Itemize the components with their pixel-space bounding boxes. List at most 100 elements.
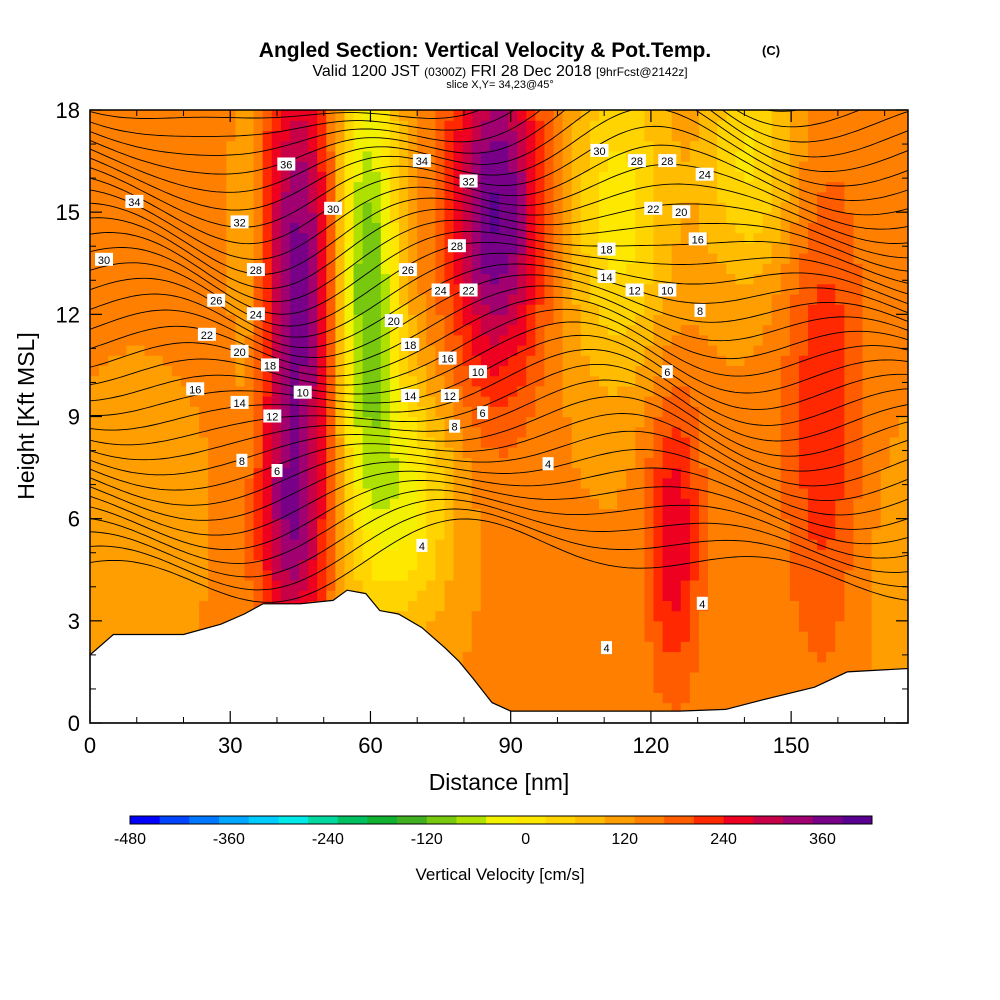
field-cell xyxy=(680,110,691,121)
field-cell xyxy=(489,222,500,234)
field-cell xyxy=(353,181,364,193)
field-cell xyxy=(780,447,791,458)
field-cell xyxy=(417,201,427,213)
field-cell xyxy=(344,406,355,418)
field-cell xyxy=(562,457,573,469)
field-cell xyxy=(344,488,355,499)
field-cell xyxy=(580,293,591,305)
field-cell xyxy=(708,314,718,326)
field-cell xyxy=(308,498,318,510)
field-cell xyxy=(153,171,164,183)
field-cell xyxy=(480,283,491,295)
field-cell xyxy=(826,549,836,561)
field-cell xyxy=(726,191,736,203)
field-cell xyxy=(589,518,600,530)
field-cell xyxy=(817,130,827,142)
field-cell xyxy=(617,620,627,632)
field-cell xyxy=(153,110,164,121)
field-cell xyxy=(417,263,427,275)
field-cell xyxy=(617,457,627,469)
field-cell xyxy=(817,488,827,499)
field-cell xyxy=(371,150,382,162)
field-cell xyxy=(580,447,591,458)
field-cell xyxy=(780,508,791,520)
field-cell xyxy=(344,385,355,397)
field-cell xyxy=(408,436,418,448)
field-cell xyxy=(762,253,773,264)
field-cell xyxy=(626,559,636,571)
field-cell xyxy=(508,610,518,622)
field-cell xyxy=(789,671,800,683)
field-cell xyxy=(526,212,536,223)
field-cell xyxy=(735,140,745,152)
field-cell xyxy=(835,150,845,162)
field-cell xyxy=(698,161,709,172)
field-cell xyxy=(262,426,273,438)
field-cell xyxy=(453,283,464,295)
field-cell xyxy=(680,140,691,152)
field-cell xyxy=(344,181,355,193)
field-cell xyxy=(835,549,845,561)
field-cell xyxy=(526,273,536,285)
field-cell xyxy=(271,385,282,397)
field-cell xyxy=(608,682,618,693)
field-cell xyxy=(562,385,573,397)
field-cell xyxy=(635,702,646,714)
field-cell xyxy=(698,201,709,213)
field-cell xyxy=(562,559,573,571)
field-cell xyxy=(335,365,346,377)
field-cell xyxy=(608,191,618,203)
field-cell xyxy=(817,477,827,489)
field-cell xyxy=(508,191,518,203)
field-cell xyxy=(153,344,164,356)
field-cell xyxy=(444,120,455,132)
field-cell xyxy=(589,212,600,223)
field-cell xyxy=(762,161,773,172)
field-cell xyxy=(698,130,709,142)
field-cell xyxy=(662,559,673,571)
field-cell xyxy=(717,579,727,591)
field-cell xyxy=(435,436,446,448)
field-cell xyxy=(835,416,845,428)
field-cell xyxy=(671,314,682,326)
field-cell xyxy=(680,682,691,693)
field-cell xyxy=(399,365,409,377)
field-cell xyxy=(253,539,264,550)
field-cell xyxy=(499,426,509,438)
field-cell xyxy=(780,661,791,673)
field-cell xyxy=(526,222,536,234)
field-cell xyxy=(417,334,427,346)
field-cell xyxy=(353,355,364,367)
field-cell xyxy=(444,549,455,561)
field-cell xyxy=(344,253,355,264)
field-cell xyxy=(399,559,409,571)
field-cell xyxy=(189,130,200,142)
field-cell xyxy=(644,549,655,561)
field-cell xyxy=(444,324,455,336)
field-cell xyxy=(117,222,127,234)
field-cell xyxy=(726,477,736,489)
field-cell xyxy=(326,181,336,193)
field-cell xyxy=(153,273,164,285)
field-cell xyxy=(617,416,627,428)
field-cell xyxy=(153,416,164,428)
field-cell xyxy=(408,569,418,581)
field-cell xyxy=(717,324,727,336)
field-cell xyxy=(826,304,836,315)
field-cell xyxy=(535,130,546,142)
field-cell xyxy=(444,590,455,601)
field-cell xyxy=(217,559,227,571)
field-cell xyxy=(526,539,536,550)
field-cell xyxy=(480,324,491,336)
field-cell xyxy=(671,232,682,244)
field-cell xyxy=(762,283,773,295)
field-cell xyxy=(571,498,582,510)
field-cell xyxy=(571,579,582,591)
field-cell xyxy=(698,457,709,469)
field-cell xyxy=(90,304,100,315)
field-cell xyxy=(171,528,182,540)
field-cell xyxy=(798,140,809,152)
field-cell xyxy=(680,702,691,714)
field-cell xyxy=(135,304,146,315)
field-cell xyxy=(780,457,791,469)
